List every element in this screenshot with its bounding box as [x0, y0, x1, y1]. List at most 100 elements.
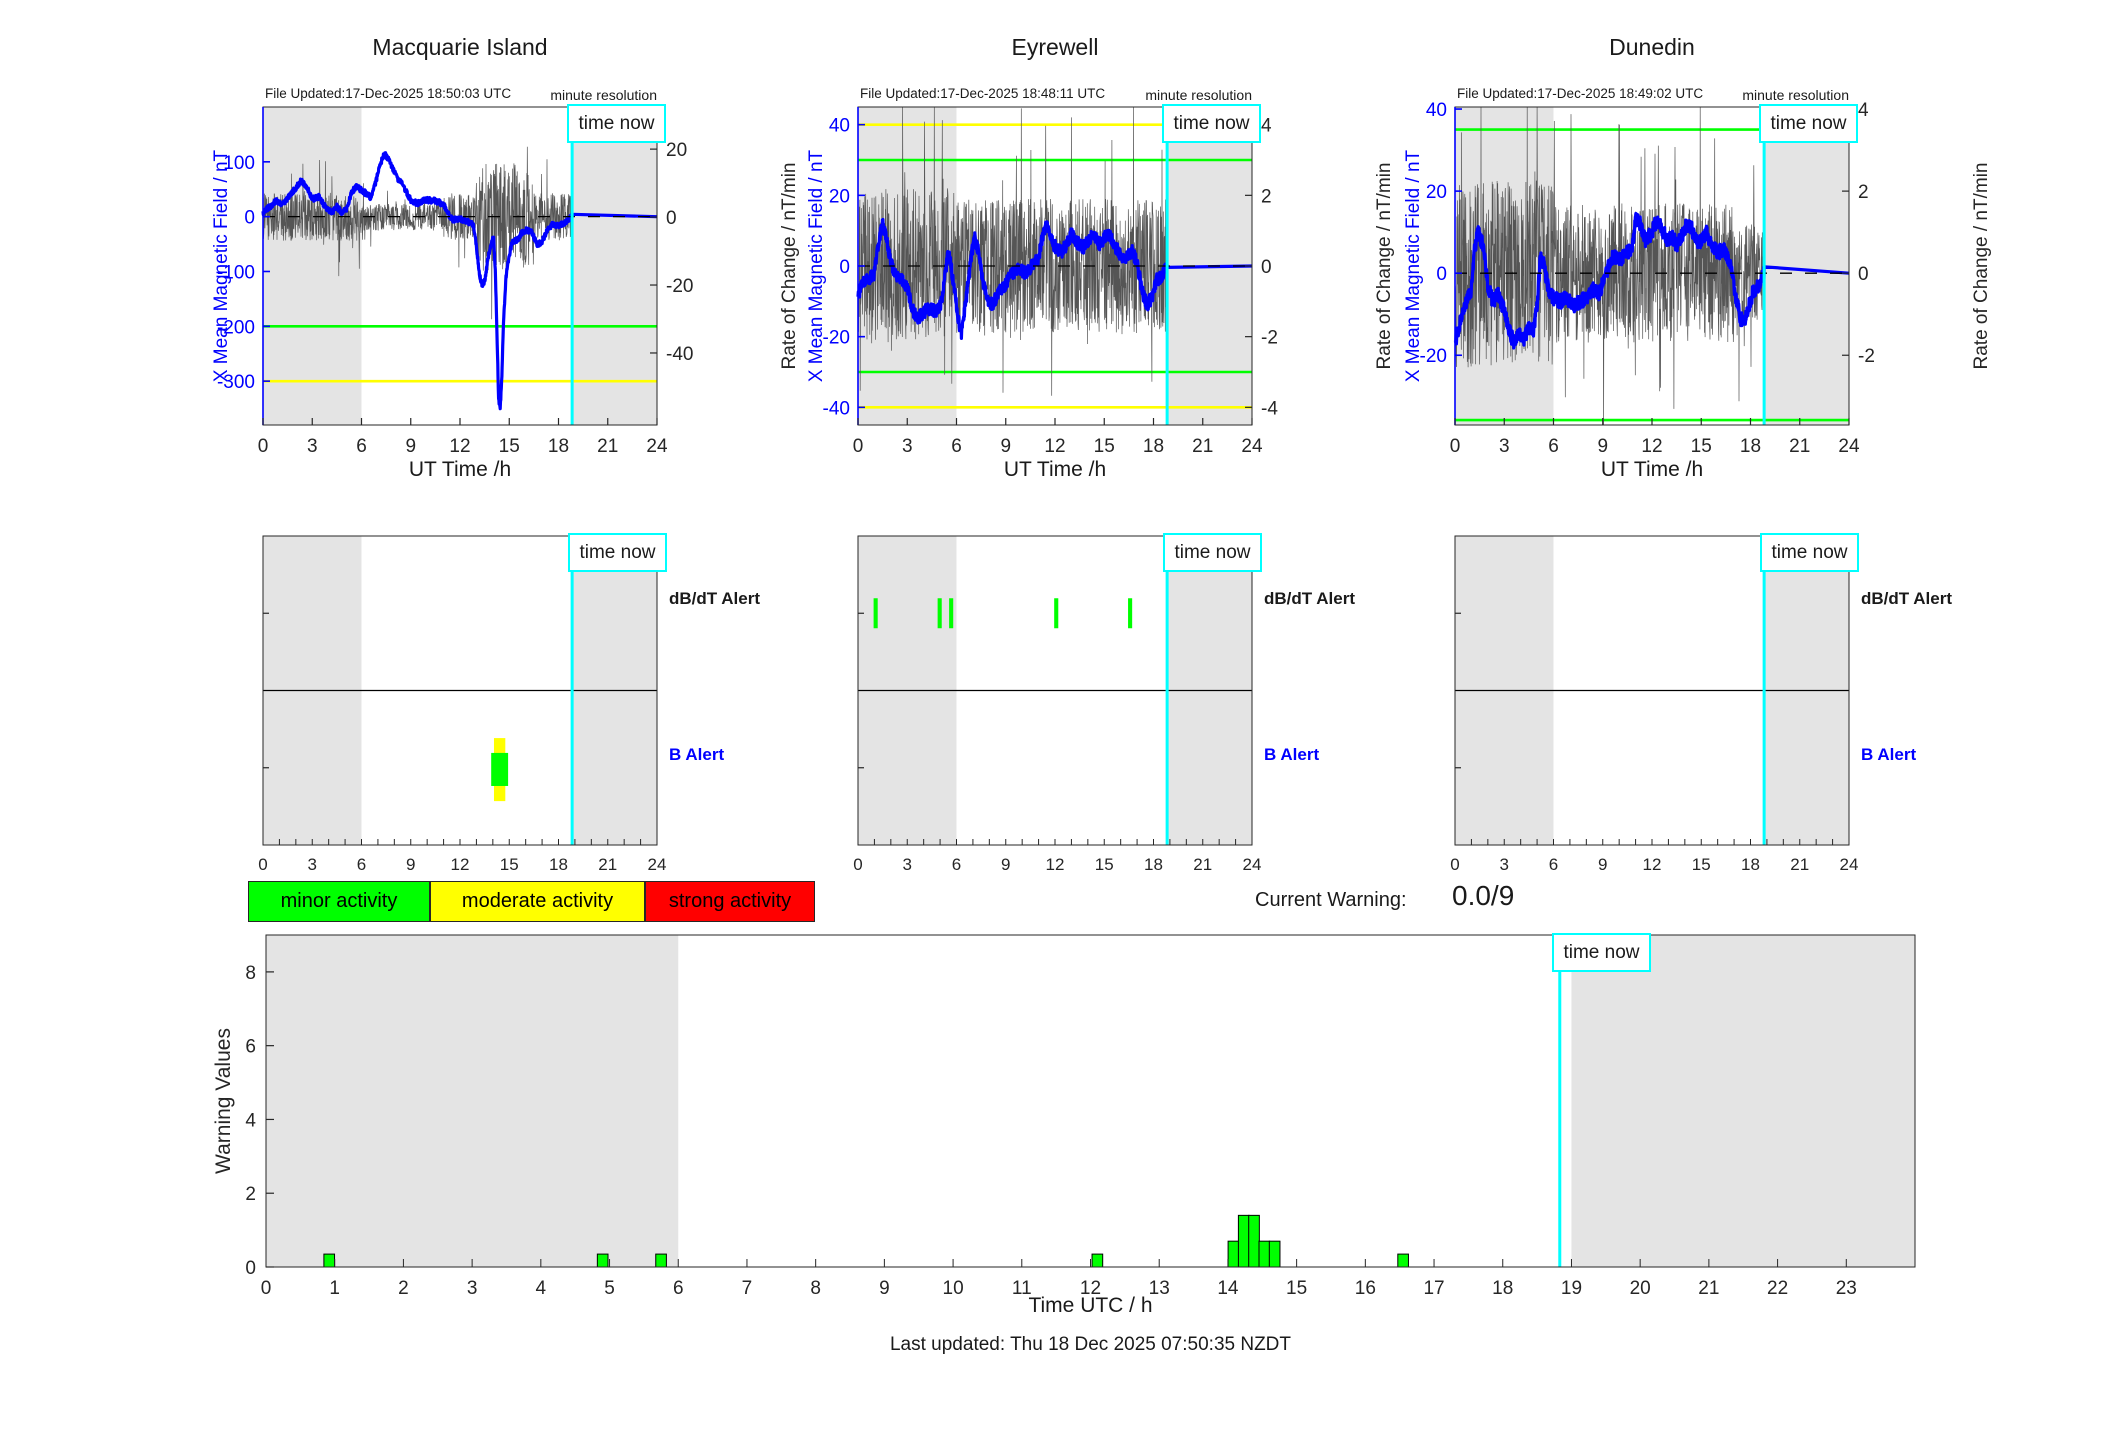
b-alert-label: B Alert — [1264, 745, 1320, 764]
dbdt-alert-mark — [1054, 598, 1059, 629]
y-axis-label-field: X Mean Magnetic Field / nT — [1403, 149, 1424, 383]
axis-tick-label: 6 — [673, 1278, 684, 1299]
axis-tick-label: 9 — [405, 436, 416, 457]
station-title: Eyrewell — [1011, 34, 1099, 60]
axis-tick-label: 0 — [1450, 855, 1459, 874]
alert-panel-2: 0 3 6 9 12 15 18 21 24 — [1450, 535, 1859, 874]
warning-bar — [1258, 1240, 1271, 1268]
axis-tick-label: 0 — [1450, 436, 1461, 457]
time-now-flag: time now — [1552, 933, 1651, 972]
axis-tick-label: -40 — [823, 398, 850, 419]
axis-tick-label: 9 — [1000, 436, 1011, 457]
axis-tick-label: 0 — [245, 1258, 256, 1279]
axis-tick-label: 12 — [449, 436, 470, 457]
dbdt-alert-label: dB/dT Alert — [1861, 589, 1952, 608]
axis-tick-label: 4 — [1858, 100, 1869, 121]
axis-tick-label: 0 — [853, 436, 864, 457]
axis-tick-label: 3 — [467, 1278, 478, 1299]
axis-tick-label: 20 — [666, 140, 687, 161]
axis-tick-label: 40 — [1426, 100, 1447, 121]
time-now-flag: time now — [1163, 533, 1262, 572]
axis-tick-label: 24 — [648, 855, 667, 874]
axis-tick-label: 15 — [500, 855, 519, 874]
mean-field-trace — [1453, 211, 1850, 350]
axis-tick-label: -100 — [217, 262, 255, 283]
file-updated-timestamp: File Updated:17-Dec-2025 18:48:11 UTC — [860, 86, 1106, 101]
dbdt-alert-label: dB/dT Alert — [1264, 589, 1355, 608]
axis-tick-label: 20 — [1630, 1278, 1651, 1299]
axis-tick-label: 17 — [1423, 1278, 1444, 1299]
b-alert-label: B Alert — [669, 745, 725, 764]
last-updated-text: Last updated: Thu 18 Dec 2025 07:50:35 N… — [889, 1334, 1292, 1355]
axis-tick-label: 0 — [853, 855, 862, 874]
axis-tick-label: 5 — [604, 1278, 615, 1299]
warning-bar — [1227, 1240, 1240, 1268]
axis-tick-label: 20 — [1426, 182, 1447, 203]
axis-tick-label: 4 — [536, 1278, 547, 1299]
axis-tick-label: 0 — [261, 1278, 272, 1299]
axis-tick-label: 6 — [952, 855, 961, 874]
axis-tick-label: 24 — [1840, 855, 1859, 874]
axis-tick-label: 12 — [1641, 436, 1662, 457]
axis-tick-label: 2 — [245, 1184, 256, 1205]
axis-tick-label: 12 — [1046, 855, 1065, 874]
time-now-flag: time now — [568, 533, 667, 572]
axis-tick-label: 9 — [1597, 436, 1608, 457]
axis-tick-label: -200 — [217, 317, 255, 338]
axis-tick-label: 19 — [1561, 1278, 1582, 1299]
warning-bar — [1268, 1240, 1281, 1268]
legend-strong-activity: strong activity — [645, 881, 815, 922]
axis-tick-label: 18 — [1741, 855, 1760, 874]
axis-tick-label: 9 — [1598, 855, 1607, 874]
resolution-note: minute resolution — [550, 87, 657, 103]
axis-tick-label: -2 — [1858, 346, 1875, 367]
axis-tick-label: 24 — [1241, 436, 1263, 457]
dbdt-alert-label: dB/dT Alert — [669, 589, 760, 608]
axis-tick-label: 21 — [597, 436, 618, 457]
axis-tick-label: 8 — [810, 1278, 821, 1299]
warning-bar — [1397, 1253, 1409, 1268]
b-alert-label: B Alert — [1861, 745, 1917, 764]
axis-tick-label: 1 — [329, 1278, 340, 1299]
axis-tick-label: 12 — [1643, 855, 1662, 874]
axis-tick-label: 0 — [1858, 264, 1869, 285]
axis-tick-label: 9 — [406, 855, 415, 874]
y-axis-label-field: X Mean Magnetic Field / nT — [806, 149, 827, 383]
warning-bar — [323, 1253, 336, 1268]
axis-tick-label: 13 — [1149, 1278, 1170, 1299]
axis-tick-label: 2 — [1261, 186, 1272, 207]
axis-tick-label: 24 — [1243, 855, 1262, 874]
axis-tick-label: 24 — [1838, 436, 1860, 457]
axis-tick-label: 21 — [1698, 1278, 1719, 1299]
axis-tick-label: 12 — [451, 855, 470, 874]
axis-tick-label: 3 — [902, 436, 913, 457]
axis-tick-label: 3 — [1499, 436, 1510, 457]
axis-tick-label: 7 — [742, 1278, 753, 1299]
y-axis-label-rate: Rate of Change / nT/min — [1971, 162, 1992, 370]
axis-tick-label: 15 — [1286, 1278, 1307, 1299]
axis-tick-label: 6 — [245, 1037, 256, 1058]
station-title: Dunedin — [1609, 34, 1695, 60]
axis-tick-label: 15 — [1094, 436, 1115, 457]
warning-bar — [1091, 1253, 1104, 1268]
axis-tick-label: 0 — [1261, 257, 1272, 278]
dbdt-alert-mark — [873, 598, 878, 629]
axis-tick-label: 15 — [1692, 855, 1711, 874]
axis-tick-label: 21 — [1193, 855, 1212, 874]
axis-tick-label: 12 — [1080, 1278, 1101, 1299]
axis-tick-label: 0 — [1436, 264, 1447, 285]
axis-tick-label: -4 — [1261, 398, 1278, 419]
axis-tick-label: 0 — [666, 208, 677, 229]
axis-tick-label: -2 — [1261, 328, 1278, 349]
axis-tick-label: 2 — [398, 1278, 409, 1299]
axis-tick-label: 23 — [1836, 1278, 1857, 1299]
file-updated-timestamp: File Updated:17-Dec-2025 18:50:03 UTC — [265, 86, 512, 101]
axis-tick-label: 15 — [1691, 436, 1712, 457]
axis-tick-label: 6 — [951, 436, 962, 457]
axis-tick-label: 3 — [903, 855, 912, 874]
x-axis-label: UT Time /h — [1003, 458, 1107, 481]
